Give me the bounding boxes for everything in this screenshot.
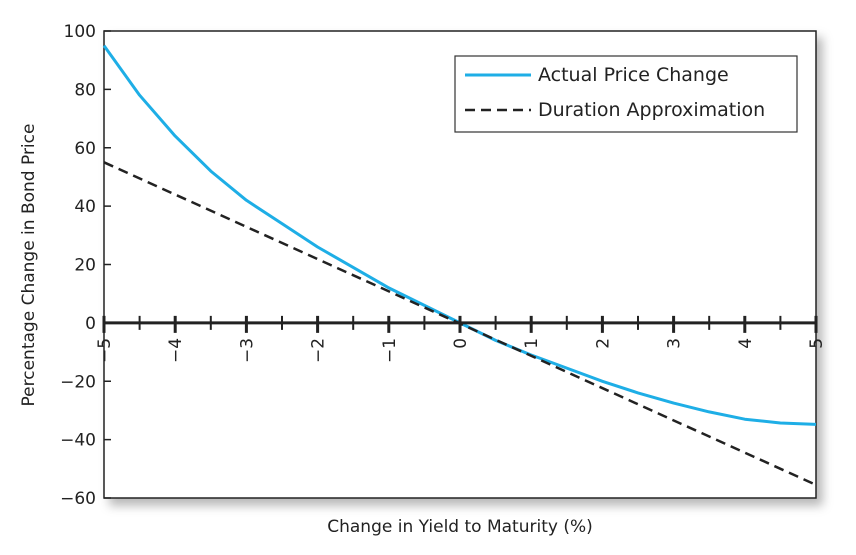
x-tick-label: 1 — [522, 338, 542, 349]
y-tick-label: 20 — [74, 256, 96, 276]
x-tick-label: −5 — [95, 338, 115, 363]
legend-label-duration: Duration Approximation — [538, 99, 765, 121]
x-tick-label: −1 — [380, 338, 400, 363]
y-tick-label: 100 — [64, 22, 96, 42]
x-tick-label: −2 — [309, 338, 329, 363]
x-tick-label: −3 — [237, 338, 257, 363]
x-axis-title: Change in Yield to Maturity (%) — [327, 517, 593, 537]
x-tick-label: 4 — [736, 338, 756, 349]
x-tick-label: 0 — [451, 338, 471, 349]
y-axis: −60 −40 −20 0 20 40 60 80 100 — [60, 22, 111, 509]
y-tick-label: 0 — [85, 314, 96, 334]
y-tick-label: −60 — [60, 489, 96, 509]
x-axis: −5 −4 −3 −2 −1 0 1 2 3 4 5 — [95, 315, 827, 363]
x-tick-label: 3 — [665, 338, 685, 349]
x-tick-label: 5 — [807, 338, 827, 349]
x-tick-label: −4 — [166, 338, 186, 363]
y-tick-label: 80 — [74, 80, 96, 100]
legend-label-actual: Actual Price Change — [538, 64, 729, 86]
y-tick-label: −20 — [60, 372, 96, 392]
x-tick-label: 2 — [593, 338, 613, 349]
y-tick-label: 40 — [74, 197, 96, 217]
y-tick-label: 60 — [74, 139, 96, 159]
y-tick-label: −40 — [60, 431, 96, 451]
legend-box — [454, 55, 798, 133]
legend: Actual Price Change Duration Approximati… — [454, 55, 798, 133]
y-axis-title: Percentage Change in Bond Price — [19, 124, 39, 407]
